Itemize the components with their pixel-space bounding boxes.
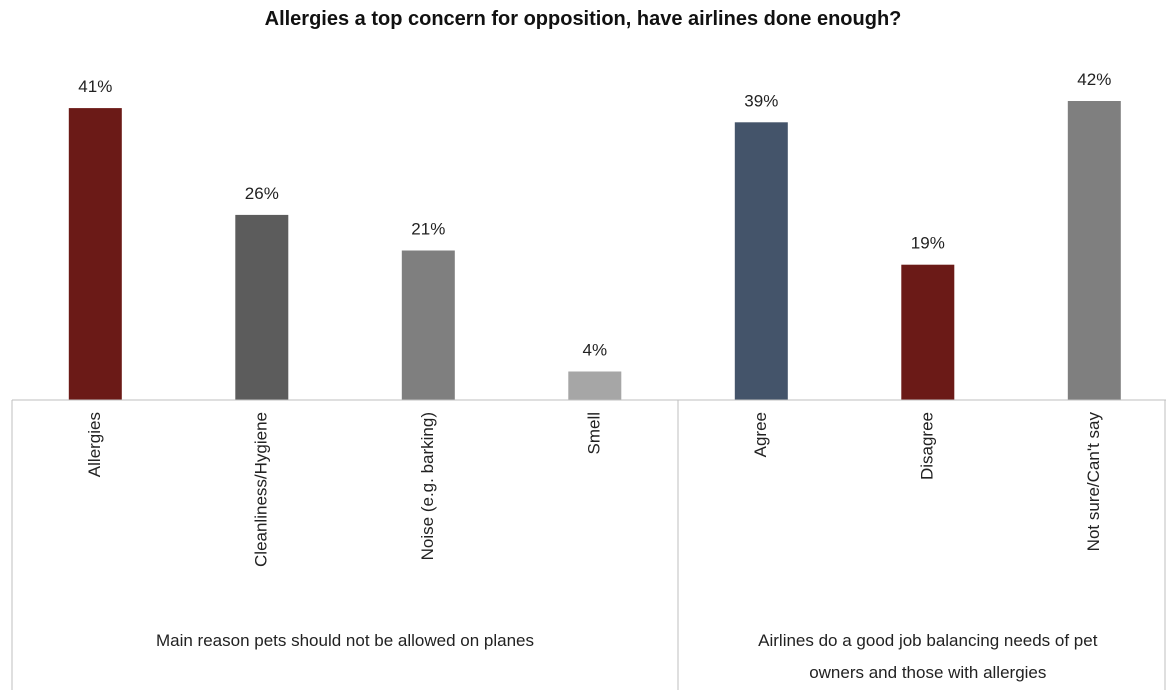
bar: [901, 264, 955, 400]
bar: [734, 122, 788, 401]
group-axis-label: owners and those with allergies: [809, 663, 1046, 682]
data-label: 26%: [245, 184, 279, 203]
category-tick-label: Smell: [584, 412, 603, 455]
group-axis-label: Main reason pets should not be allowed o…: [156, 631, 534, 650]
category-tick-label: Agree: [751, 412, 770, 457]
bar: [568, 371, 622, 400]
data-label: 39%: [744, 91, 778, 110]
data-label: 19%: [911, 234, 945, 253]
category-tick-label: Allergies: [85, 412, 104, 477]
labels-layer: 41% Allergies 26% Cleanliness/Hygiene 21% Noi…: [78, 70, 1111, 682]
data-label: 42%: [1077, 70, 1111, 89]
data-label: 41%: [78, 77, 112, 96]
group-axis-label: Airlines do a good job balancing needs o…: [758, 631, 1098, 650]
axis-frame: [11, 399, 1166, 690]
chart-title: Allergies a top concern for opposition, …: [264, 8, 902, 30]
category-tick-label: Disagree: [917, 412, 936, 480]
bars-layer: [68, 101, 1121, 401]
bar: [1067, 101, 1121, 400]
data-label: 4%: [583, 341, 608, 360]
category-tick-label: Not sure/Can't say: [1084, 412, 1103, 552]
data-label: 21%: [411, 220, 445, 239]
category-tick-label: Cleanliness/Hygiene: [251, 412, 270, 567]
bar: [235, 214, 289, 400]
bar: [401, 250, 455, 400]
bar: [68, 108, 122, 400]
category-tick-label: Noise (e.g. barking): [418, 412, 437, 560]
